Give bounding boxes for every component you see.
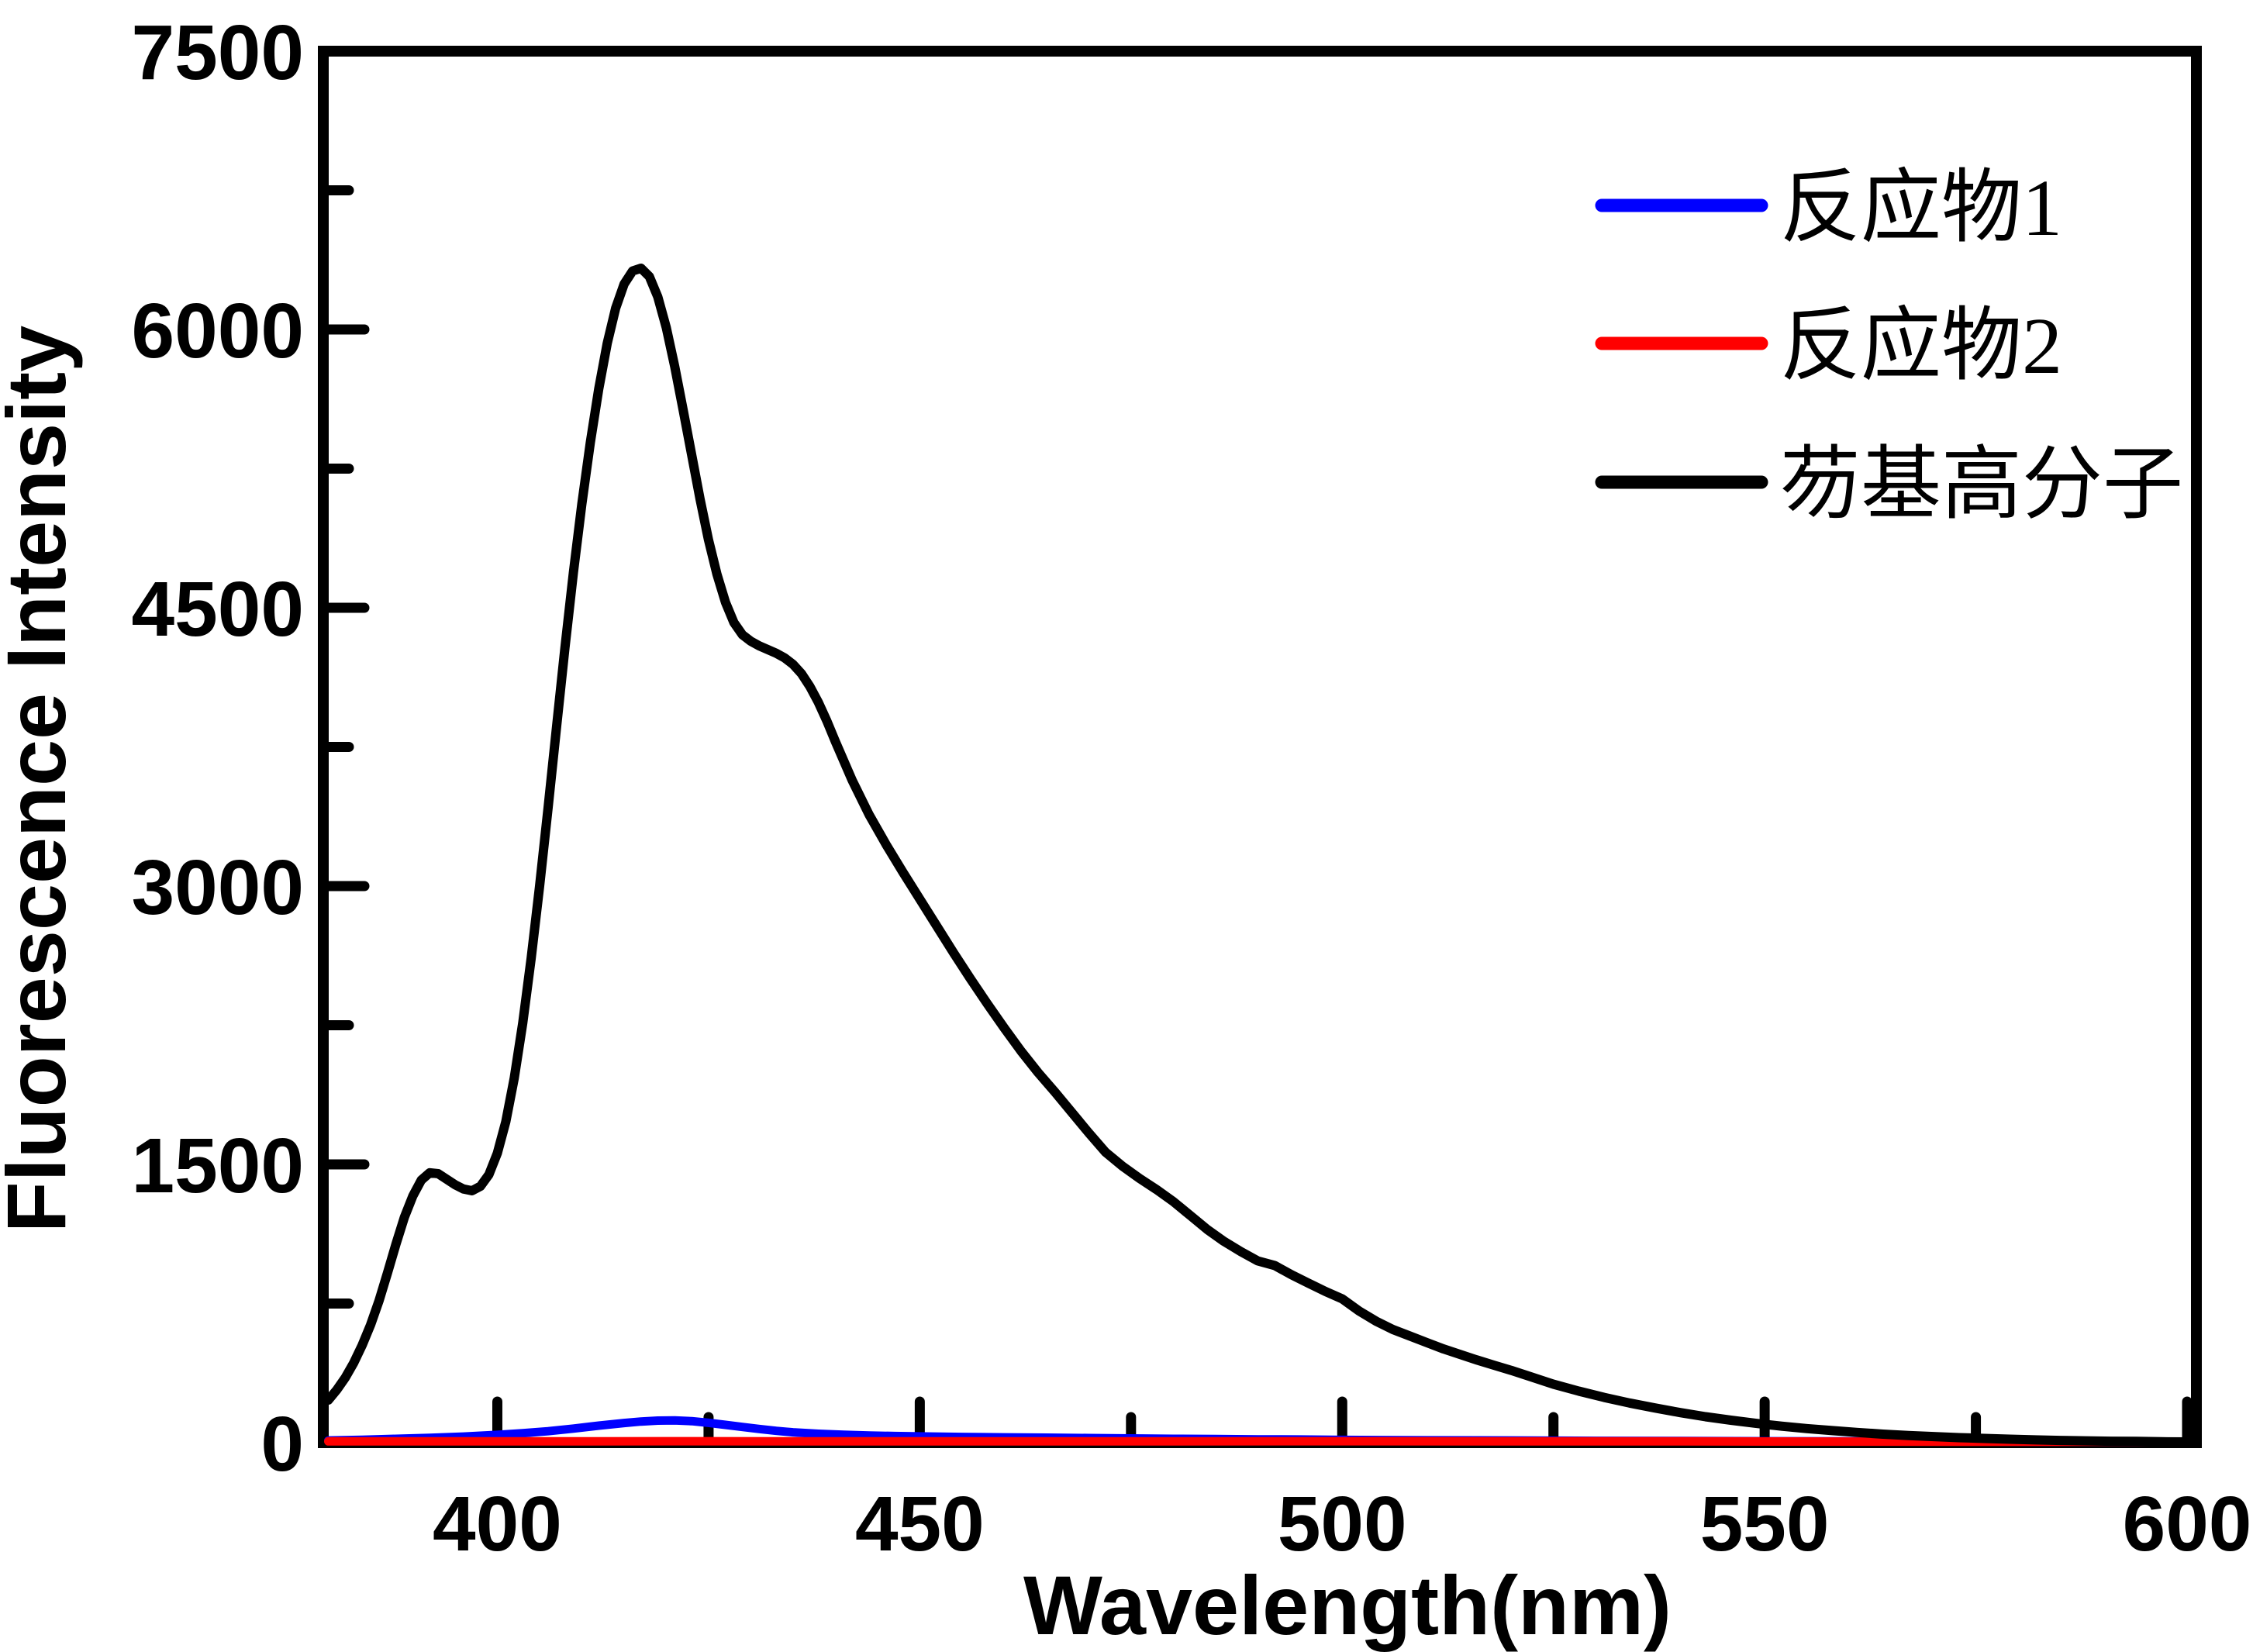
y-tick-label-3000: 3000 [132,844,304,931]
x-tick-label-400: 400 [433,1481,562,1568]
curve-fluorene-polymer [323,264,2192,1447]
curves-layer [323,264,2192,1447]
legend-label-reactant-2: 反应物2 [1780,302,2062,391]
y-tick-label-0: 0 [260,1401,304,1488]
x-axis-tick-labels: 400 450 500 550 600 [433,1481,2251,1568]
y-tick-label-1500: 1500 [132,1123,304,1209]
legend-label-reactant-1: 反应物1 [1780,164,2062,253]
y-tick-label-7500: 7500 [132,9,304,96]
x-tick-label-450: 450 [855,1481,985,1568]
legend-label-fluorene-polymer: 芴基高分子 [1780,440,2183,529]
legend: 反应物1 反应物2 芴基高分子 [1595,164,2183,529]
y-axis-title: Fluorescence Intensity [0,326,83,1233]
y-tick-label-4500: 4500 [132,566,304,653]
x-tick-label-550: 550 [1700,1481,1830,1568]
curve-reactant-2 [324,1436,2192,1447]
x-tick-label-600: 600 [2123,1481,2252,1568]
x-axis-title: Wavelength(nm) [1023,1558,1672,1652]
y-tick-label-6000: 6000 [132,288,304,374]
x-tick-label-500: 500 [1278,1481,1407,1568]
y-axis-tick-labels: 0 1500 3000 4500 6000 7500 [132,9,304,1488]
